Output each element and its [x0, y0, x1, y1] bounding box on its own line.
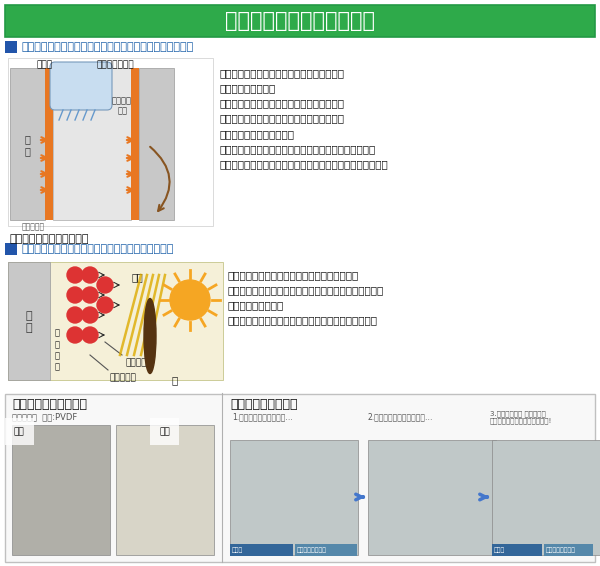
FancyBboxPatch shape — [544, 544, 593, 556]
FancyBboxPatch shape — [5, 41, 17, 53]
FancyBboxPatch shape — [50, 62, 112, 110]
Circle shape — [82, 327, 98, 343]
Text: 酸化チタン: 酸化チタン — [110, 373, 137, 382]
Text: 非施工: 非施工 — [232, 547, 243, 553]
Text: 汚れが流される様子: 汚れが流される様子 — [230, 398, 298, 411]
FancyBboxPatch shape — [48, 68, 49, 220]
FancyBboxPatch shape — [53, 68, 131, 220]
FancyBboxPatch shape — [230, 440, 358, 555]
FancyBboxPatch shape — [8, 262, 223, 380]
FancyBboxPatch shape — [45, 68, 47, 220]
FancyBboxPatch shape — [134, 68, 136, 220]
Text: ピュアコート施工: ピュアコート施工 — [297, 547, 327, 553]
Circle shape — [170, 280, 210, 320]
Text: 汚れがつきにくくなるのは、表面が超親水性になるから。: 汚れがつきにくくなるのは、表面が超親水性になるから。 — [22, 42, 194, 52]
FancyBboxPatch shape — [368, 440, 496, 555]
Circle shape — [82, 267, 98, 283]
FancyBboxPatch shape — [116, 425, 214, 555]
Text: 汚れがつかないメカニズム: 汚れがつかないメカニズム — [225, 11, 375, 31]
Text: 3.ピュアコート 塗装面は、
汚れがきれいに流れ落ちました!: 3.ピュアコート 塗装面は、 汚れがきれいに流れ落ちました! — [490, 410, 553, 424]
Text: 外壁面: 外壁面 — [37, 60, 53, 69]
Circle shape — [82, 307, 98, 323]
Text: 非施工: 非施工 — [494, 547, 505, 553]
Text: ーコート層: ーコート層 — [22, 222, 45, 231]
FancyBboxPatch shape — [295, 544, 357, 556]
Text: 素
地: 素 地 — [24, 134, 30, 156]
FancyBboxPatch shape — [51, 68, 53, 220]
FancyBboxPatch shape — [5, 5, 595, 37]
Text: 光: 光 — [172, 375, 178, 385]
Text: 水が玉のようにならず、表面になじむ状態を
親水性と言います。
超親水性の表面では、水は膜のように広がる
ため、雨水などが壁の汚れの下に入り込み、
浮き上がらせて: 水が玉のようにならず、表面になじむ状態を 親水性と言います。 超親水性の表面では… — [220, 68, 389, 169]
FancyBboxPatch shape — [5, 394, 595, 562]
Text: こうして汚れを流します。: こうして汚れを流します。 — [10, 234, 89, 244]
Text: 光
触
媒
層: 光 触 媒 層 — [55, 329, 59, 371]
Text: 汚れ: 汚れ — [118, 106, 128, 115]
FancyBboxPatch shape — [131, 68, 133, 220]
Circle shape — [67, 307, 83, 323]
FancyBboxPatch shape — [492, 544, 542, 556]
Text: 素
地: 素 地 — [26, 311, 32, 333]
FancyBboxPatch shape — [230, 544, 293, 556]
Text: 活性酸素: 活性酸素 — [125, 358, 146, 367]
FancyBboxPatch shape — [8, 262, 50, 380]
Circle shape — [67, 327, 83, 343]
FancyBboxPatch shape — [47, 68, 48, 220]
Circle shape — [67, 287, 83, 303]
FancyBboxPatch shape — [137, 68, 139, 220]
FancyBboxPatch shape — [136, 68, 137, 220]
Text: 汚れ: 汚れ — [132, 272, 144, 282]
Circle shape — [82, 287, 98, 303]
FancyBboxPatch shape — [139, 68, 174, 220]
Circle shape — [67, 267, 83, 283]
FancyBboxPatch shape — [8, 58, 213, 226]
Circle shape — [97, 297, 113, 313]
Text: ピュアコート施工: ピュアコート施工 — [546, 547, 576, 553]
Text: 雨水など: 雨水など — [112, 96, 132, 105]
FancyBboxPatch shape — [12, 425, 110, 555]
FancyBboxPatch shape — [133, 68, 134, 220]
Text: 光が汚れを分解するのは、光触媒作用が働くから。: 光が汚れを分解するのは、光触媒作用が働くから。 — [22, 244, 175, 254]
Circle shape — [97, 277, 113, 293]
Text: 1.汚れをつけたところに…: 1.汚れをつけたところに… — [232, 412, 293, 421]
Text: 撥水: 撥水 — [159, 427, 170, 436]
FancyBboxPatch shape — [49, 68, 51, 220]
Text: 親水: 親水 — [14, 427, 25, 436]
Text: 2.全面に水をかけていくと…: 2.全面に水をかけていくと… — [368, 412, 433, 421]
Text: 親水性比較  基材:PVDF: 親水性比較 基材:PVDF — [12, 412, 77, 421]
Text: ピュアコート層: ピュアコート層 — [96, 60, 134, 69]
Text: 光触媒に光があたると活性酸素が発生します。
この活性酸素が表面に付着した親油性の汚れを分解し、
付着力を弱めます。
雨が降ると、この汚れが洗い流されやすくなりま: 光触媒に光があたると活性酸素が発生します。 この活性酸素が表面に付着した親油性の… — [228, 270, 384, 325]
FancyBboxPatch shape — [492, 440, 600, 555]
FancyBboxPatch shape — [5, 243, 17, 255]
FancyBboxPatch shape — [10, 68, 45, 220]
Text: 親水性と撥水性の違い: 親水性と撥水性の違い — [12, 398, 87, 411]
Ellipse shape — [144, 298, 156, 374]
